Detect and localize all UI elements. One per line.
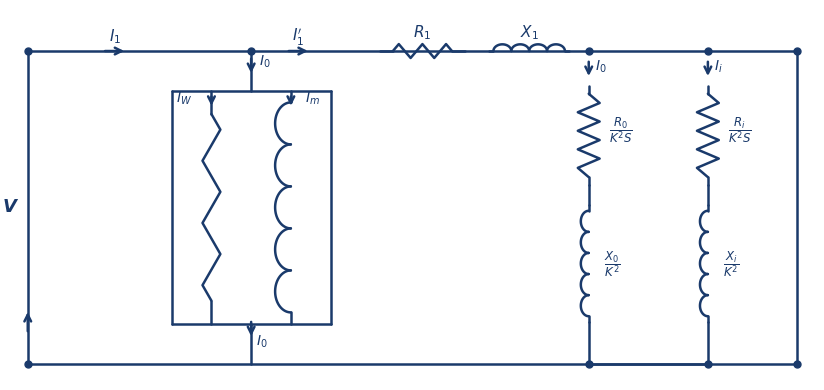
- Text: $I_1'$: $I_1'$: [293, 27, 304, 48]
- Text: $\dfrac{R_i}{K^2S}$: $\dfrac{R_i}{K^2S}$: [728, 115, 751, 145]
- Text: $\dfrac{X_0}{K^2}$: $\dfrac{X_0}{K^2}$: [604, 248, 620, 278]
- Text: $X_1$: $X_1$: [520, 23, 539, 42]
- Text: $I_0$: $I_0$: [595, 59, 606, 75]
- Text: $I_m$: $I_m$: [305, 90, 321, 107]
- Text: $I_i$: $I_i$: [714, 59, 723, 75]
- Text: $I_0$: $I_0$: [256, 334, 268, 350]
- Text: $I_W$: $I_W$: [176, 90, 192, 107]
- Text: $I_0$: $I_0$: [259, 54, 271, 70]
- Text: $I_1$: $I_1$: [109, 27, 121, 46]
- Text: $\dfrac{X_i}{K^2}$: $\dfrac{X_i}{K^2}$: [723, 248, 739, 278]
- Text: $R_1$: $R_1$: [414, 23, 432, 42]
- Text: V: V: [3, 199, 16, 216]
- Text: $\dfrac{R_0}{K^2S}$: $\dfrac{R_0}{K^2S}$: [609, 115, 632, 145]
